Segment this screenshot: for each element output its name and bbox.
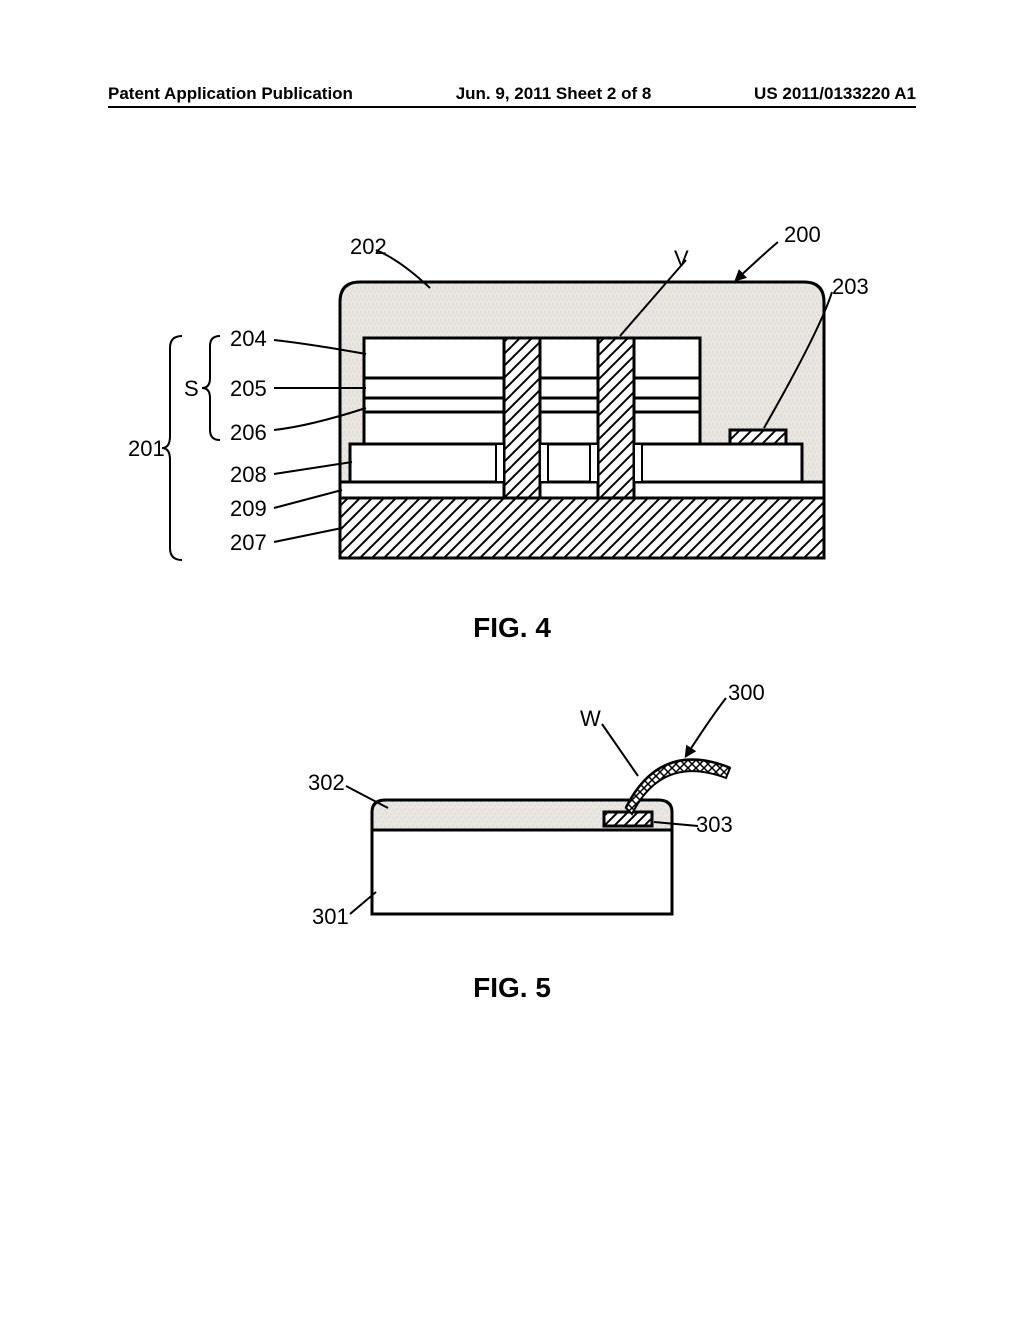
- label-203: 203: [832, 274, 869, 300]
- header-left: Patent Application Publication: [108, 84, 353, 104]
- header-underline: [108, 106, 916, 108]
- header-center: Jun. 9, 2011 Sheet 2 of 8: [456, 84, 652, 104]
- label-303: 303: [696, 812, 733, 838]
- label-202: 202: [350, 234, 387, 260]
- figure-4-caption: FIG. 4: [473, 612, 551, 644]
- label-W: W: [580, 706, 601, 732]
- label-208: 208: [230, 462, 267, 488]
- figure-5: 300 W 302 303 301: [280, 680, 780, 960]
- label-300: 300: [728, 680, 765, 706]
- figure-4: 202 V 200 203 204 205 206 208 209 207 S …: [160, 230, 860, 590]
- label-V: V: [674, 246, 689, 272]
- label-S: S: [184, 376, 199, 402]
- label-205: 205: [230, 376, 267, 402]
- label-207: 207: [230, 530, 267, 556]
- label-301: 301: [312, 904, 349, 930]
- figure-5-caption: FIG. 5: [473, 972, 551, 1004]
- label-204: 204: [230, 326, 267, 352]
- label-302: 302: [308, 770, 345, 796]
- header-right: US 2011/0133220 A1: [754, 84, 916, 104]
- label-201: 201: [128, 436, 165, 462]
- label-209: 209: [230, 496, 267, 522]
- page-header: Patent Application Publication Jun. 9, 2…: [0, 84, 1024, 104]
- label-200: 200: [784, 222, 821, 248]
- label-206: 206: [230, 420, 267, 446]
